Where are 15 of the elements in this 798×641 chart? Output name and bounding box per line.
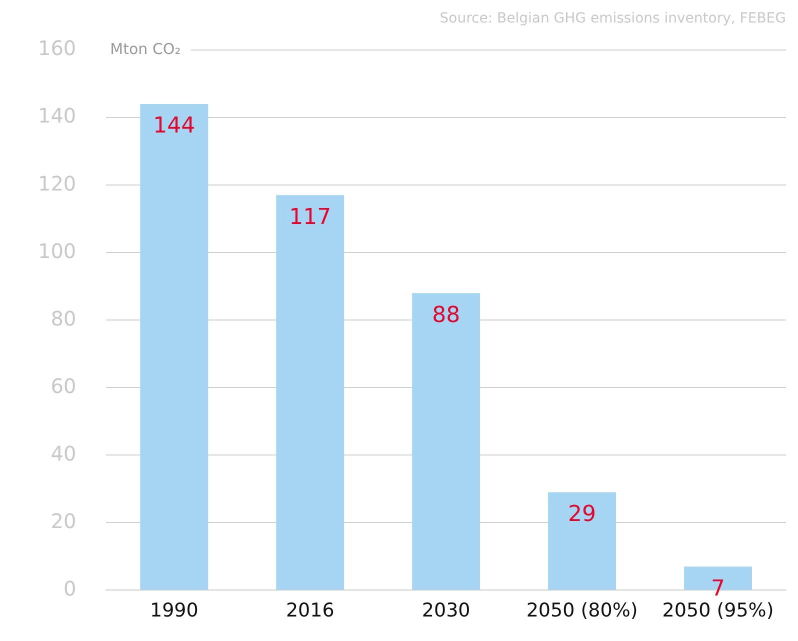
x-tick-label: 2016 xyxy=(286,600,334,622)
data-label: 7 xyxy=(711,576,726,602)
y-axis-title: Mton CO₂ xyxy=(110,40,181,58)
x-tick-label: 2030 xyxy=(422,600,470,622)
data-label: 144 xyxy=(153,114,196,139)
data-label: 88 xyxy=(432,302,460,328)
bar xyxy=(412,293,480,590)
bar xyxy=(140,104,208,590)
bar xyxy=(276,195,344,590)
bar xyxy=(548,492,616,590)
data-label: 29 xyxy=(568,502,596,528)
x-tick-label: 2050 (95%) xyxy=(662,600,774,622)
x-tick-label: 1990 xyxy=(150,600,198,622)
data-label: 117 xyxy=(289,204,332,230)
x-tick-label: 2050 (80%) xyxy=(526,600,638,622)
